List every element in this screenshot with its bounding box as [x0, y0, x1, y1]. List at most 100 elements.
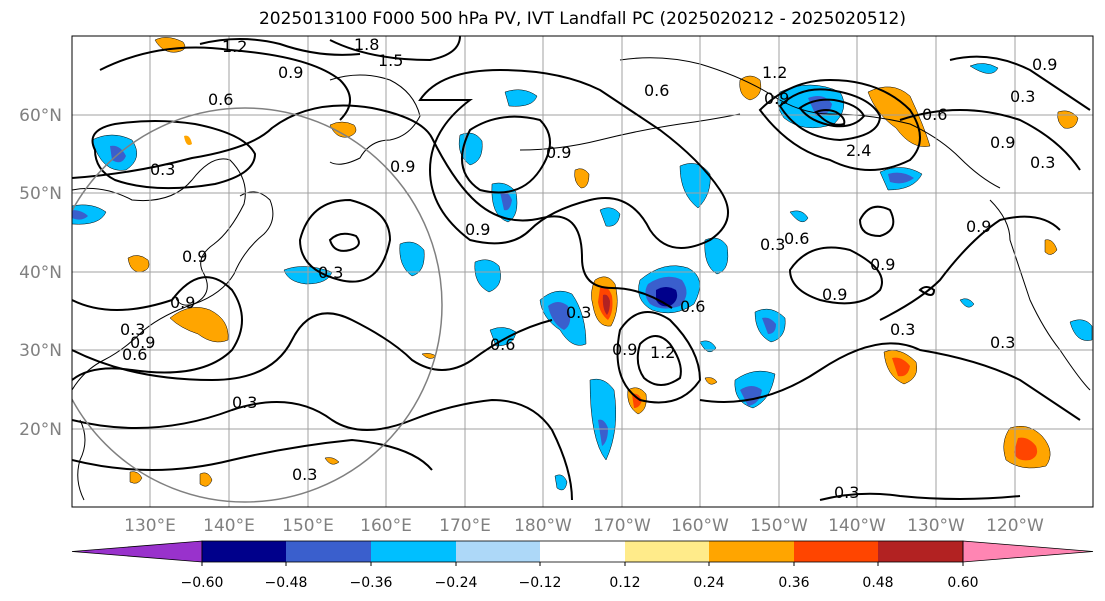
- negative-anomaly: [598, 419, 608, 446]
- contour-label: 0.3: [1030, 153, 1055, 172]
- contour-label: 0.9: [546, 143, 571, 162]
- contour-label: 0.9: [966, 217, 991, 236]
- contour-label: 0.9: [870, 255, 895, 274]
- contour-label: 2.4: [846, 141, 871, 160]
- contour-label: 0.3: [760, 235, 785, 254]
- contour-label: 0.3: [232, 393, 257, 412]
- lon-label: 140°E: [203, 516, 255, 536]
- negative-anomaly: [599, 207, 621, 227]
- contour-label: 1.2: [762, 63, 787, 82]
- contour-label: 0.3: [120, 320, 145, 339]
- positive-anomaly: [169, 307, 229, 343]
- contour-line: [879, 215, 1061, 321]
- contour-label: 0.6: [784, 229, 809, 248]
- positive-anomaly: [421, 353, 437, 359]
- colorbar-tick: −0.60: [181, 575, 224, 591]
- contour-line: [298, 198, 392, 283]
- contour-line: [72, 104, 673, 309]
- colorbar-tick: 0.36: [778, 575, 809, 591]
- contour-label: 0.3: [292, 465, 317, 484]
- map-frame: [71, 35, 1094, 508]
- positive-anomaly: [199, 472, 213, 487]
- contour-line: [778, 88, 882, 142]
- contour-line: [814, 109, 846, 126]
- negative-anomaly: [554, 474, 568, 491]
- contour-label: 0.9: [390, 157, 415, 176]
- contour-label: 0.3: [990, 333, 1015, 352]
- positive-anomaly: [704, 377, 718, 385]
- pv-contours: [72, 36, 1091, 501]
- coastline-japan: [175, 191, 274, 306]
- contour-label: 0.6: [680, 297, 705, 316]
- contour-label: 0.3: [890, 320, 915, 339]
- lat-label: 40°N: [19, 263, 62, 283]
- colorbar-tick: 0.24: [693, 575, 724, 591]
- colorbar-segment: [286, 541, 371, 562]
- positive-anomaly: [127, 255, 150, 273]
- lat-label: 20°N: [19, 420, 62, 440]
- colorbar-segment: [794, 541, 878, 562]
- range-circle: [72, 107, 443, 503]
- longitude-labels: 130°E 140°E 150°E 160°E 170°E 180°W 170°…: [124, 516, 1044, 536]
- lon-label: 150°W: [750, 516, 808, 536]
- colorbar-tick: −0.36: [350, 575, 393, 591]
- contour-line: [72, 438, 433, 471]
- colorbar-tick: 0.60: [947, 575, 978, 591]
- positive-anomaly: [1044, 239, 1058, 255]
- colorbar-segment: [625, 541, 709, 562]
- positive-anomaly: [602, 294, 610, 315]
- negative-anomaly: [762, 317, 776, 334]
- colorbar-outline: [201, 540, 964, 563]
- contour-label: 1.2: [650, 343, 675, 362]
- lon-label: 170°W: [593, 516, 651, 536]
- coastline-kamchatka: [329, 74, 421, 165]
- positive-anomaly: [892, 357, 910, 377]
- contour-line: [616, 311, 702, 404]
- contour-labels: 1.2 1.8 1.5 0.9 0.6 0.3 0.9 0.9 0.3 0.9 …: [120, 35, 1057, 502]
- contour-label: 0.9: [465, 220, 490, 239]
- contour-line: [788, 246, 883, 305]
- negative-anomaly: [969, 63, 999, 74]
- colorbar-tick: −0.24: [435, 575, 478, 591]
- contour-label: 0.3: [150, 160, 175, 179]
- contour-line: [329, 36, 461, 62]
- contour-line: [758, 78, 921, 171]
- contour-label: 0.9: [170, 293, 195, 312]
- contour-label: 0.3: [834, 483, 859, 502]
- contour-label: 0.9: [278, 63, 303, 82]
- contour-label: 0.3: [318, 263, 343, 282]
- contour-label: 0.6: [122, 345, 147, 364]
- contour-line: [819, 492, 1021, 501]
- contour-line: [99, 46, 351, 121]
- negative-anomaly: [548, 302, 571, 330]
- lat-label: 50°N: [19, 184, 62, 204]
- positive-anomaly: [1014, 437, 1038, 461]
- colorbar-tick: −0.48: [265, 575, 308, 591]
- colorbar-tick: 0.12: [609, 575, 640, 591]
- lon-label: 140°W: [828, 516, 886, 536]
- positive-anomaly: [329, 121, 357, 138]
- colorbar-segment: [371, 541, 456, 562]
- positive-anomaly: [632, 393, 642, 408]
- contour-line: [699, 342, 1081, 421]
- contour-label: 0.9: [1032, 55, 1057, 74]
- colorbar-segment: [456, 541, 540, 562]
- negative-anomaly: [474, 259, 501, 293]
- positive-anomaly: [574, 168, 590, 189]
- contour-label: 0.9: [764, 89, 789, 108]
- colorbar-segment: [709, 541, 794, 562]
- negative-anomaly: [589, 378, 617, 461]
- contour-line: [858, 205, 895, 238]
- colorbar-extend-max: [962, 540, 1094, 563]
- colorbar: [71, 540, 1094, 566]
- map-title: 2025013100 F000 500 hPa PV, IVT Landfall…: [258, 9, 906, 29]
- colorbar-segment: [202, 541, 286, 562]
- lat-label: 60°N: [19, 106, 62, 126]
- contour-label: 0.6: [490, 335, 515, 354]
- contour-label: 0.6: [644, 81, 669, 100]
- contour-line: [636, 335, 682, 386]
- pc-shading: [72, 37, 1093, 491]
- colorbar-segment: [540, 541, 625, 562]
- lon-label: 130°E: [124, 516, 176, 536]
